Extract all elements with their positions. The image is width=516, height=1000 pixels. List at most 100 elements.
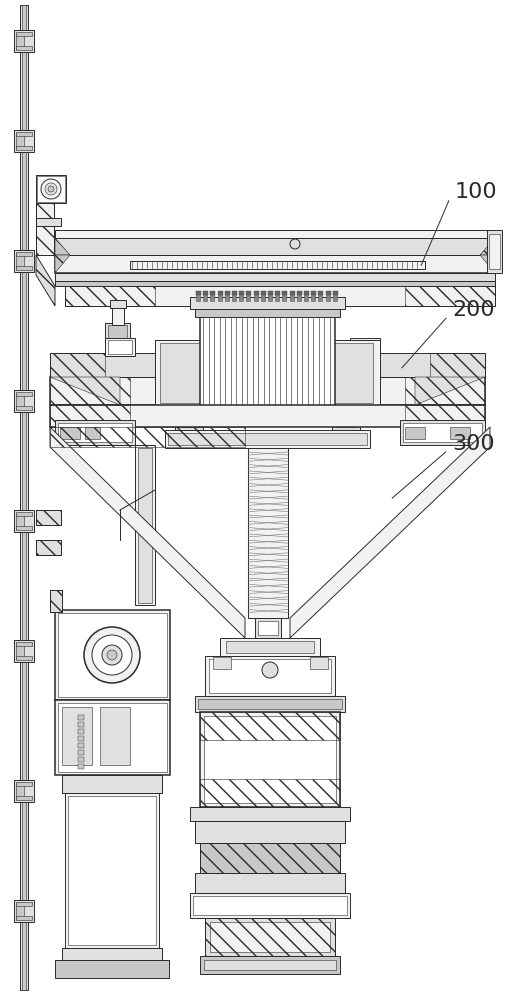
Bar — [405, 377, 485, 405]
Bar — [16, 33, 24, 49]
Bar — [200, 417, 335, 425]
Bar — [65, 286, 155, 306]
Bar — [78, 764, 84, 769]
Bar — [190, 297, 345, 309]
Bar — [60, 427, 80, 439]
Bar — [14, 780, 34, 802]
Bar — [326, 291, 331, 295]
Bar — [16, 133, 24, 149]
Bar — [213, 657, 231, 669]
Bar — [16, 266, 32, 270]
Bar — [311, 293, 315, 301]
Bar — [78, 715, 84, 720]
Bar — [14, 390, 34, 412]
Circle shape — [84, 627, 140, 683]
Bar — [239, 293, 243, 301]
Bar — [332, 408, 360, 430]
Bar — [36, 540, 61, 555]
Polygon shape — [480, 255, 495, 273]
Bar — [310, 657, 328, 669]
Bar — [16, 782, 32, 786]
Bar — [50, 353, 485, 377]
Bar — [55, 700, 170, 775]
Bar — [487, 230, 502, 273]
Bar — [247, 293, 250, 301]
Bar — [50, 405, 485, 427]
Bar — [16, 32, 32, 36]
Bar — [195, 696, 345, 712]
Bar — [282, 293, 286, 301]
Bar — [261, 291, 266, 295]
Bar — [200, 779, 340, 807]
Bar — [489, 234, 500, 269]
Bar — [130, 261, 425, 269]
Bar — [62, 948, 162, 960]
Bar — [65, 286, 495, 306]
Bar — [195, 873, 345, 893]
Bar — [108, 340, 132, 354]
Bar — [138, 448, 152, 603]
Bar — [16, 916, 32, 920]
Bar — [304, 293, 308, 301]
Bar — [16, 392, 32, 396]
Bar — [205, 918, 335, 956]
Bar — [168, 433, 367, 445]
Bar — [200, 417, 335, 425]
Bar — [16, 146, 32, 150]
Bar — [205, 656, 335, 696]
Bar — [78, 736, 84, 741]
Bar — [65, 793, 159, 948]
Bar — [50, 590, 62, 612]
Bar — [225, 291, 230, 295]
Bar — [239, 291, 244, 295]
Bar — [297, 291, 302, 295]
Bar — [400, 420, 485, 445]
Bar — [203, 291, 208, 295]
Bar — [210, 922, 330, 952]
Bar — [78, 757, 84, 762]
Bar — [175, 408, 203, 430]
Bar — [193, 896, 347, 915]
Bar — [232, 293, 236, 301]
Circle shape — [102, 645, 122, 665]
Bar — [268, 291, 273, 295]
Bar — [112, 305, 124, 325]
Bar — [37, 176, 65, 202]
Polygon shape — [55, 255, 70, 273]
Bar — [196, 291, 201, 295]
Circle shape — [41, 179, 61, 199]
Bar — [36, 540, 61, 555]
Circle shape — [92, 635, 132, 675]
Circle shape — [262, 662, 278, 678]
Bar — [16, 513, 24, 529]
Bar — [16, 796, 32, 800]
Bar — [14, 510, 34, 532]
Bar — [16, 656, 32, 660]
Bar — [318, 291, 324, 295]
Bar — [55, 238, 495, 255]
Bar — [268, 293, 272, 301]
Bar — [105, 323, 130, 378]
Bar — [20, 5, 28, 990]
Bar — [16, 132, 32, 136]
Bar — [58, 423, 132, 442]
Bar — [85, 427, 100, 439]
Bar — [200, 843, 340, 873]
Bar — [22, 5, 26, 990]
Bar — [16, 526, 32, 530]
Circle shape — [290, 239, 300, 249]
Bar — [211, 293, 215, 301]
Bar — [289, 293, 294, 301]
Bar — [220, 638, 320, 656]
Polygon shape — [50, 377, 120, 405]
Bar — [36, 203, 54, 255]
Bar — [14, 900, 34, 922]
Bar — [190, 807, 350, 821]
Bar — [200, 315, 335, 425]
Bar — [226, 641, 314, 653]
Bar — [55, 960, 169, 978]
Bar — [311, 291, 316, 295]
Bar — [36, 510, 61, 525]
Bar — [209, 659, 331, 693]
Bar — [110, 300, 126, 308]
